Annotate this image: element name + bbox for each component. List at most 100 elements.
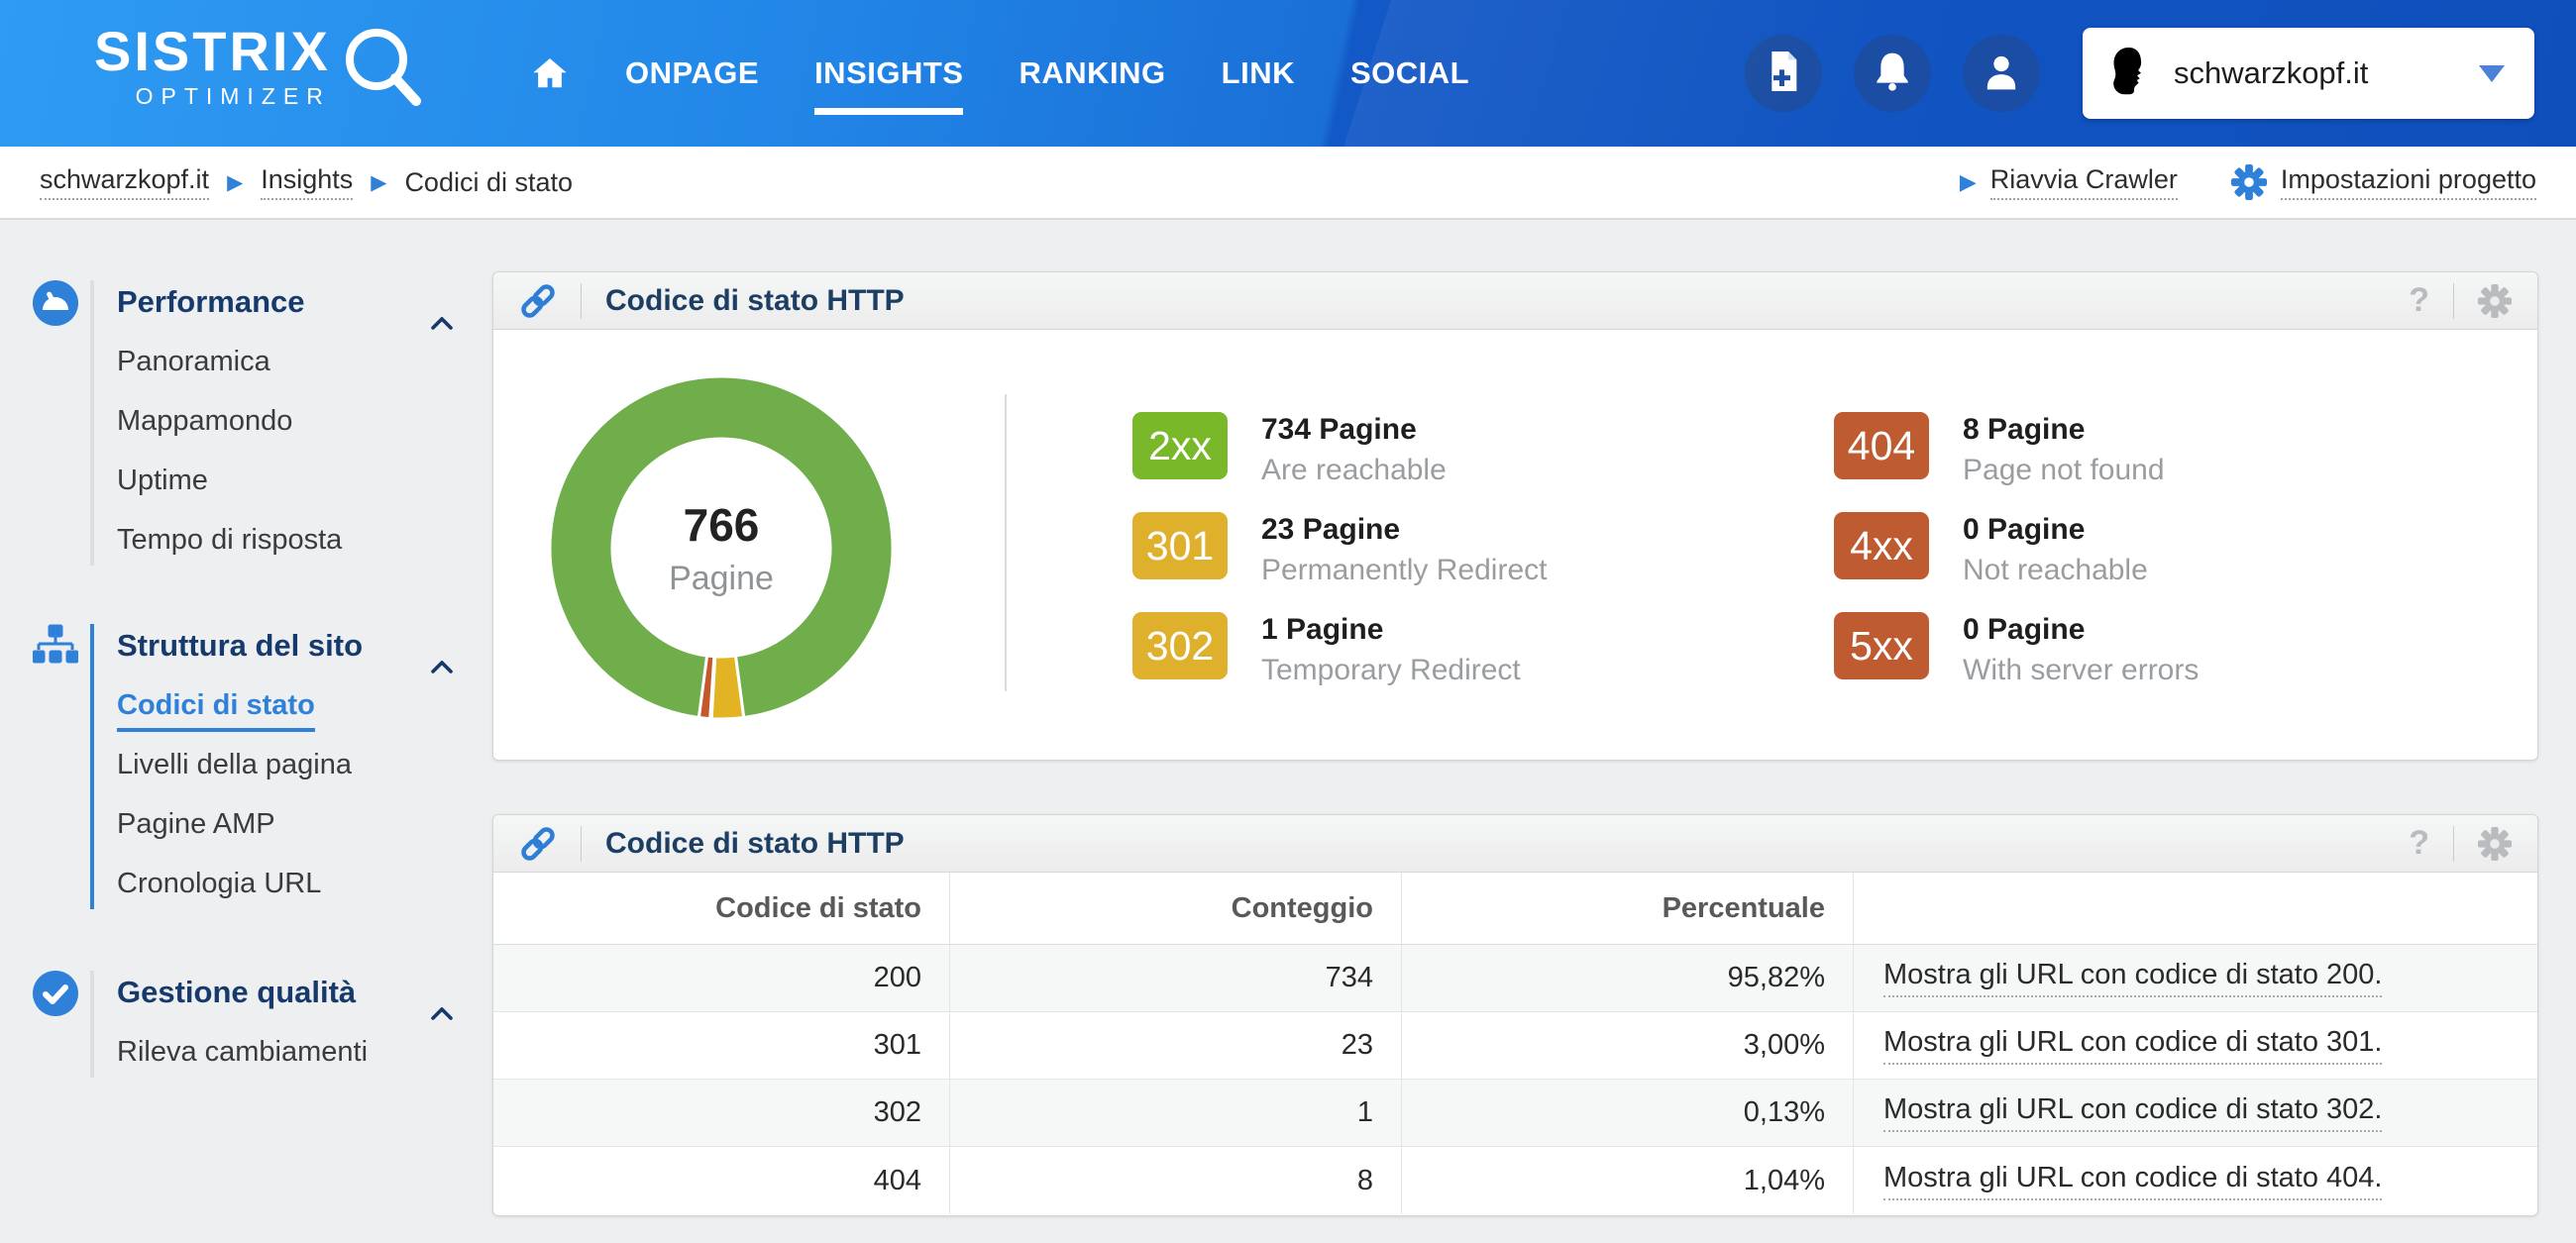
link-icon	[519, 825, 557, 863]
divider	[581, 825, 582, 862]
chevron-up-icon[interactable]	[431, 640, 453, 687]
magnifier-icon	[341, 24, 426, 124]
divider	[2453, 825, 2454, 862]
nav-social[interactable]: SOCIAL	[1349, 55, 1470, 90]
show-urls-404-link[interactable]: Mostra gli URL con codice di stato 404.	[1883, 1162, 2383, 1200]
donut-chart-svg	[548, 374, 895, 721]
status-code-table-panel: Codice di stato HTTP ? Codice di stato C…	[492, 814, 2538, 1216]
legend-column-2: 404 8 Pagine Page not found 4xx 0 Pagine…	[1834, 412, 2199, 712]
status-badge-302: 302	[1132, 612, 1228, 679]
legend-entry-4xx: 4xx 0 Pagine Not reachable	[1834, 512, 2199, 586]
sidebar-item-pagine-amp[interactable]: Pagine AMP	[117, 808, 275, 840]
user-icon	[1982, 51, 2021, 97]
status-badge-5xx: 5xx	[1834, 612, 1929, 679]
legend-entry-2xx: 2xx 734 Pagine Are reachable	[1132, 412, 1547, 486]
play-icon: ▶	[1959, 169, 1977, 194]
settings-gear-button[interactable]	[2478, 283, 2512, 318]
project-settings-action[interactable]: Impostazioni progetto	[2230, 164, 2536, 200]
sidebar-item-codici-di-stato[interactable]: Codici di stato	[117, 675, 459, 735]
breadcrumb-separator-icon: ▶	[371, 170, 387, 194]
logo-title: SISTRIX	[94, 20, 331, 82]
chevron-up-icon[interactable]	[431, 986, 453, 1034]
sidebar-item-tempo-di-risposta[interactable]: Tempo di risposta	[117, 524, 343, 556]
sistrix-logo[interactable]: SISTRIX OPTIMIZER	[94, 22, 426, 124]
sidebar-item-mappamondo[interactable]: Mappamondo	[117, 405, 293, 437]
settings-gear-button[interactable]	[2478, 826, 2512, 861]
status-badge-301: 301	[1132, 512, 1228, 579]
account-button[interactable]	[1963, 35, 2040, 112]
gauge-icon	[33, 280, 78, 326]
panel-title: Codice di stato HTTP	[605, 283, 905, 317]
status-badge-4xx: 4xx	[1834, 512, 1929, 579]
legend-divider	[1005, 394, 1007, 691]
status-badge-404: 404	[1834, 412, 1929, 479]
status-code-chart-panel: Codice di stato HTTP ? 766 Pagine 2xx 73…	[492, 271, 2538, 761]
home-icon[interactable]	[530, 54, 570, 92]
sitemap-icon	[32, 624, 79, 670]
breadcrumb-project-link[interactable]: schwarzkopf.it	[40, 164, 210, 200]
legend-entry-5xx: 5xx 0 Pagine With server errors	[1834, 612, 2199, 686]
show-urls-302-link[interactable]: Mostra gli URL con codice di stato 302.	[1883, 1093, 2383, 1132]
logo-subtitle: OPTIMIZER	[135, 83, 331, 109]
sidebar-section-struttura: Struttura del sito Codici di stato Livel…	[32, 622, 459, 913]
column-header-conteggio: Conteggio	[949, 873, 1401, 944]
sidebar-section-gestione-qualita: Gestione qualità Rileva cambiamenti	[33, 969, 459, 1082]
column-header-codice: Codice di stato	[715, 891, 921, 924]
help-button[interactable]: ?	[2409, 824, 2429, 862]
notifications-button[interactable]	[1854, 35, 1931, 112]
sidebar-heading-struttura-del-sito[interactable]: Struttura del sito	[117, 622, 459, 673]
breadcrumb-current: Codici di stato	[404, 166, 574, 197]
sidebar-item-uptime[interactable]: Uptime	[117, 465, 208, 496]
divider	[2453, 282, 2454, 319]
panel-header: Codice di stato HTTP ?	[493, 815, 2537, 873]
sidebar-item-panoramica[interactable]: Panoramica	[117, 346, 270, 377]
chevron-up-icon[interactable]	[431, 296, 453, 344]
sidebar-item-rileva-cambiamenti[interactable]: Rileva cambiamenti	[117, 1036, 369, 1068]
breadcrumb-bar: schwarzkopf.it ▶ Insights ▶ Codici di st…	[0, 147, 2576, 220]
http-status-donut-chart[interactable]: 766 Pagine	[545, 371, 898, 724]
panel-title: Codice di stato HTTP	[605, 826, 905, 860]
gear-icon	[2230, 164, 2267, 200]
table-row: 404 8 1,04% Mostra gli URL con codice di…	[493, 1147, 2537, 1214]
new-project-button[interactable]	[1745, 35, 1822, 112]
table-row: 200 734 95,82% Mostra gli URL con codice…	[493, 945, 2537, 1012]
chevron-down-icon	[2479, 64, 2505, 82]
panel-header: Codice di stato HTTP ?	[493, 272, 2537, 330]
nav-insights[interactable]: INSIGHTS	[814, 0, 964, 147]
link-icon	[519, 282, 557, 320]
nav-link[interactable]: LINK	[1221, 55, 1295, 90]
schwarzkopf-silhouette-icon	[2112, 47, 2148, 100]
donut-slice-404[interactable]	[697, 654, 716, 721]
sidebar-item-livelli-della-pagina[interactable]: Livelli della pagina	[117, 749, 352, 780]
sidebar-section-performance: Performance Panoramica Mappamondo Uptime…	[33, 278, 459, 570]
breadcrumb-insights-link[interactable]: Insights	[261, 164, 354, 200]
project-selector[interactable]: schwarzkopf.it	[2083, 28, 2534, 119]
nav-ranking[interactable]: RANKING	[1019, 55, 1166, 90]
status-badge-2xx: 2xx	[1132, 412, 1228, 479]
restart-crawler-action[interactable]: ▶ Riavvia Crawler	[1960, 164, 2178, 200]
table-header-row: Codice di stato Conteggio Percentuale	[493, 873, 2537, 945]
legend-entry-404: 404 8 Pagine Page not found	[1834, 412, 2199, 486]
legend-entry-301: 301 23 Pagine Permanently Redirect	[1132, 512, 1547, 586]
breadcrumb-separator-icon: ▶	[227, 170, 244, 194]
legend-entry-302: 302 1 Pagine Temporary Redirect	[1132, 612, 1547, 686]
show-urls-301-link[interactable]: Mostra gli URL con codice di stato 301.	[1883, 1026, 2383, 1065]
legend-column-1: 2xx 734 Pagine Are reachable 301 23 Pagi…	[1132, 412, 1547, 712]
check-circle-icon	[33, 971, 78, 1016]
sidebar-heading-gestione-qualita[interactable]: Gestione qualità	[117, 969, 459, 1020]
help-button[interactable]: ?	[2409, 281, 2429, 319]
sidebar-heading-performance[interactable]: Performance	[117, 278, 459, 330]
main-nav: ONPAGE INSIGHTS RANKING LINK SOCIAL	[530, 0, 1469, 147]
bell-icon	[1873, 51, 1912, 97]
column-header-percentuale: Percentuale	[1401, 873, 1853, 944]
document-plus-icon	[1764, 50, 1803, 98]
sidebar-item-cronologia-url[interactable]: Cronologia URL	[117, 868, 322, 899]
table-row: 302 1 0,13% Mostra gli URL con codice di…	[493, 1080, 2537, 1147]
table-row: 301 23 3,00% Mostra gli URL con codice d…	[493, 1012, 2537, 1080]
project-name: schwarzkopf.it	[2174, 55, 2369, 90]
column-header-actions	[1853, 873, 2537, 944]
donut-slice-200[interactable]	[548, 374, 895, 720]
divider	[581, 282, 582, 319]
show-urls-200-link[interactable]: Mostra gli URL con codice di stato 200.	[1883, 959, 2383, 997]
nav-onpage[interactable]: ONPAGE	[625, 55, 760, 90]
